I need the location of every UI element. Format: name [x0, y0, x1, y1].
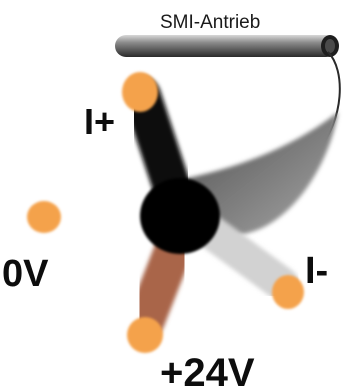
label-i-plus: I+ [84, 101, 115, 142]
i-plus-tip [122, 72, 158, 112]
wire-plus-24v [127, 219, 197, 353]
i-minus-tip [272, 275, 304, 309]
plus-24v-tip [127, 317, 163, 353]
wire-i-minus [183, 207, 304, 309]
wire-hub [140, 178, 220, 254]
drive-label: SMI-Antrieb [160, 12, 260, 33]
zero-v-tip [27, 201, 61, 233]
smi-drive-tube [115, 35, 339, 57]
label-i-minus: I- [305, 250, 328, 292]
label-zero-v: 0V [2, 253, 49, 295]
label-plus-24v: +24V [160, 351, 255, 389]
